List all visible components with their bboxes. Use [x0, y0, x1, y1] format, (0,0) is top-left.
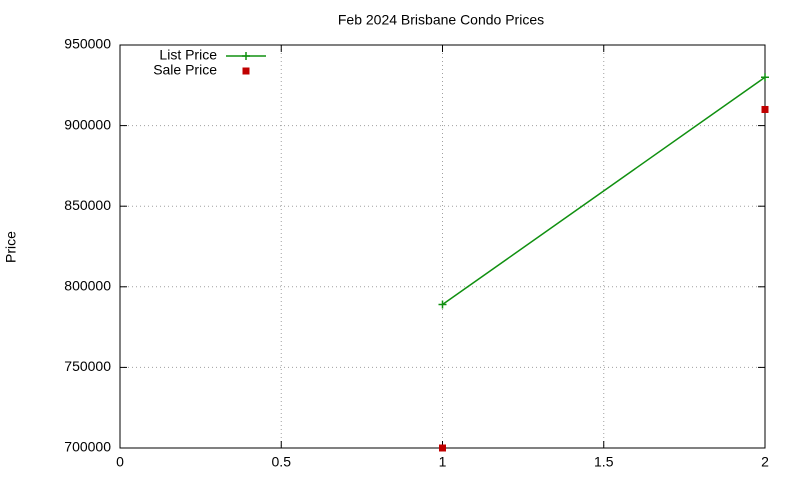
x-tick-label: 1 — [439, 454, 447, 470]
y-tick-label: 750000 — [64, 358, 111, 374]
point — [438, 300, 447, 309]
x-tick-label: 1.5 — [594, 454, 614, 470]
chart-title: Feb 2024 Brisbane Condo Prices — [338, 12, 544, 28]
y-tick-label: 700000 — [64, 439, 111, 455]
point — [761, 105, 769, 113]
series-line — [442, 76, 766, 306]
y-tick-label: 950000 — [64, 36, 111, 52]
x-tick-label: 2 — [761, 454, 769, 470]
y-tick-label: 900000 — [64, 116, 111, 132]
legend-label: List Price — [159, 47, 217, 63]
x-tick-label: 0.5 — [272, 454, 292, 470]
point — [242, 67, 250, 75]
y-tick-label: 850000 — [64, 197, 111, 213]
legend-label: Sale Price — [153, 62, 217, 78]
point — [242, 52, 250, 60]
y-tick-label: 800000 — [64, 278, 111, 294]
point — [761, 73, 769, 82]
x-tick-label: 0 — [116, 454, 124, 470]
y-axis-label: Price — [3, 231, 19, 263]
point — [439, 444, 446, 452]
